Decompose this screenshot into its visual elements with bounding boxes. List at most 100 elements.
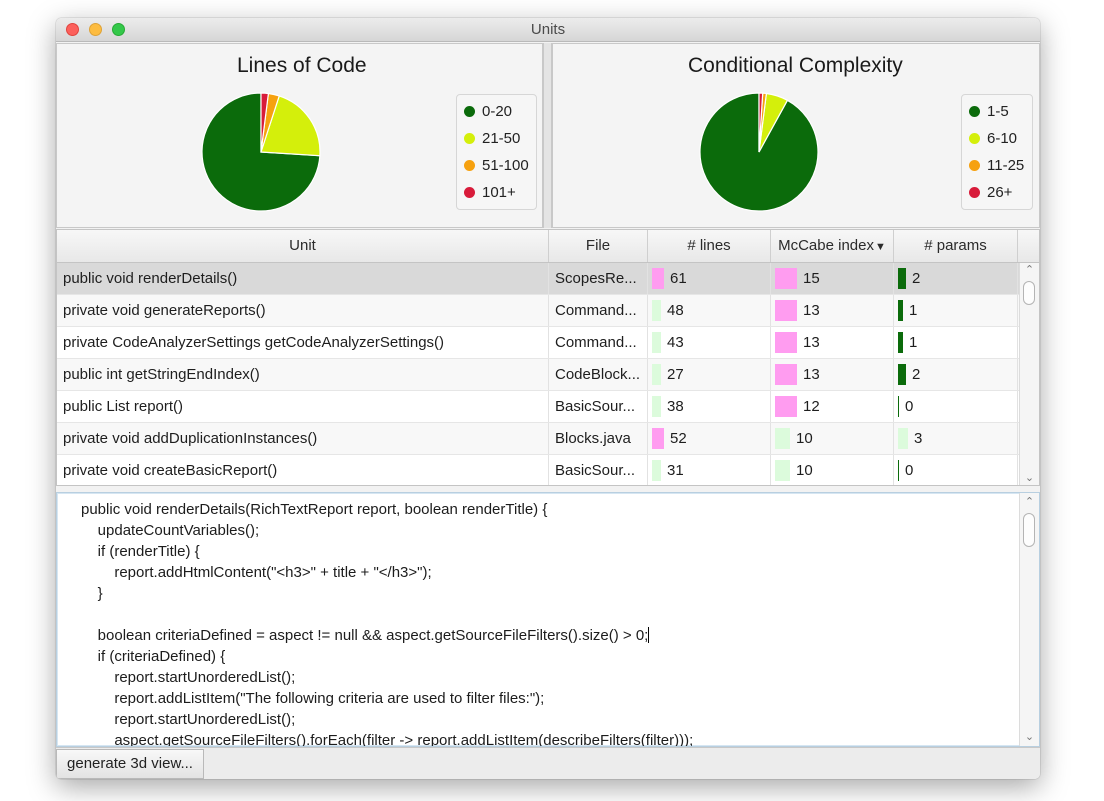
chart-legend: 1-5 6-10 11-25 26+ bbox=[961, 94, 1033, 210]
legend-label: 51-100 bbox=[482, 156, 529, 174]
params-cell-value: 0 bbox=[905, 398, 914, 415]
table-row[interactable]: private void createBasicReport() BasicSou… bbox=[57, 455, 1019, 485]
lines-cell-bar bbox=[652, 460, 661, 481]
lines-cell-value: 48 bbox=[667, 302, 684, 319]
chart-splitter[interactable] bbox=[543, 43, 552, 228]
generate-3d-view-button[interactable]: generate 3d view... bbox=[56, 749, 204, 779]
table-scroll-thumb[interactable] bbox=[1023, 281, 1035, 305]
mccabe-cell-value: 12 bbox=[803, 398, 820, 415]
params-cell: 3 bbox=[894, 423, 1018, 454]
chart-legend: 0-20 21-50 51-100 101+ bbox=[456, 94, 537, 210]
lines-cell-bar bbox=[652, 396, 661, 417]
mccabe-cell-bar bbox=[775, 332, 797, 353]
legend-label: 21-50 bbox=[482, 129, 521, 147]
mccabe-cell: 13 bbox=[771, 295, 894, 326]
params-cell: 2 bbox=[894, 263, 1018, 294]
lines-cell-bar bbox=[652, 300, 661, 321]
scroll-up-icon[interactable]: ⌃ bbox=[1024, 496, 1035, 508]
minimize-window-button[interactable] bbox=[89, 23, 102, 36]
legend-item: 26+ bbox=[969, 182, 1012, 202]
legend-swatch-icon bbox=[969, 105, 980, 117]
code-line: report.addListItem("The following criter… bbox=[81, 690, 545, 707]
unit-cell: private void addDuplicationInstances() bbox=[57, 423, 549, 454]
legend-label: 0-20 bbox=[482, 102, 513, 120]
file-cell: ScopesRe... bbox=[549, 263, 648, 294]
maximize-window-button[interactable] bbox=[112, 23, 125, 36]
lines-cell-bar bbox=[652, 428, 664, 449]
mccabe-cell-bar bbox=[775, 460, 790, 481]
legend-swatch-icon bbox=[464, 105, 475, 117]
scroll-down-icon[interactable]: ⌄ bbox=[1024, 472, 1035, 484]
table-row[interactable]: public int getStringEndIndex() CodeBlock.… bbox=[57, 359, 1019, 391]
table-row[interactable]: public void renderDetails() ScopesRe... 61… bbox=[57, 263, 1019, 295]
conditional-complexity-chart-panel: Conditional Complexity 1-5 6-10 11-25 26… bbox=[552, 43, 1040, 228]
params-cell-bar bbox=[898, 332, 903, 353]
params-cell-bar bbox=[898, 300, 903, 321]
params-cell-bar bbox=[898, 396, 899, 417]
table-row[interactable]: private CodeAnalyzerSettings getCodeAnal… bbox=[57, 327, 1019, 359]
lines-cell: 27 bbox=[648, 359, 771, 390]
legend-item: 6-10 bbox=[969, 128, 1017, 148]
column-header-file[interactable]: File bbox=[549, 230, 648, 262]
lines-cell-value: 61 bbox=[670, 270, 687, 287]
column-header-mccabe[interactable]: McCabe index▼ bbox=[771, 230, 894, 262]
mccabe-cell-bar bbox=[775, 428, 790, 449]
params-cell-value: 3 bbox=[914, 430, 923, 447]
units-table: Unit File # lines McCabe index▼ # params… bbox=[56, 229, 1040, 486]
unit-cell: public int getStringEndIndex() bbox=[57, 359, 549, 390]
file-cell: Command... bbox=[549, 295, 648, 326]
lines-cell-value: 27 bbox=[667, 366, 684, 383]
scroll-down-icon[interactable]: ⌄ bbox=[1024, 731, 1035, 743]
mccabe-cell: 15 bbox=[771, 263, 894, 294]
lines-cell-bar bbox=[652, 268, 664, 289]
source-code-textarea[interactable]: public void renderDetails(RichTextReport… bbox=[56, 492, 1040, 747]
unit-cell: public void renderDetails() bbox=[57, 263, 549, 294]
lines-cell: 61 bbox=[648, 263, 771, 294]
code-scroll-thumb[interactable] bbox=[1023, 513, 1035, 547]
column-header-params[interactable]: # params bbox=[894, 230, 1018, 262]
mccabe-cell-value: 13 bbox=[803, 334, 820, 351]
code-line: if (renderTitle) { bbox=[81, 543, 200, 560]
legend-label: 6-10 bbox=[987, 129, 1018, 147]
legend-item: 1-5 bbox=[969, 101, 1009, 121]
table-vertical-scrollbar[interactable]: ⌃ ⌄ bbox=[1019, 263, 1039, 485]
mccabe-cell-value: 15 bbox=[803, 270, 820, 287]
column-header-lines[interactable]: # lines bbox=[648, 230, 771, 262]
params-cell-bar bbox=[898, 428, 908, 449]
pie-slice-21-50 bbox=[260, 95, 321, 157]
title-bar[interactable]: Units bbox=[56, 18, 1040, 42]
units-window: Units Lines of Code 0-20 21-50 51-100 10… bbox=[56, 18, 1040, 779]
unit-cell: private CodeAnalyzerSettings getCodeAnal… bbox=[57, 327, 549, 358]
table-row[interactable]: public List report() BasicSour... 38 12 0 bbox=[57, 391, 1019, 423]
legend-item: 11-25 bbox=[969, 155, 1024, 175]
mccabe-cell-value: 13 bbox=[803, 302, 820, 319]
mccabe-cell-bar bbox=[775, 268, 797, 289]
legend-label: 101+ bbox=[482, 183, 516, 201]
sort-descending-icon: ▼ bbox=[875, 241, 886, 253]
table-row[interactable]: private void addDuplicationInstances() Bl… bbox=[57, 423, 1019, 455]
lines-of-code-pie-chart bbox=[201, 92, 321, 212]
code-vertical-scrollbar[interactable]: ⌃ ⌄ bbox=[1019, 493, 1039, 746]
pie-slice-101+ bbox=[260, 92, 270, 153]
legend-swatch-icon bbox=[464, 186, 475, 198]
column-header-filler bbox=[1018, 230, 1039, 262]
column-header-unit[interactable]: Unit bbox=[57, 230, 549, 262]
window-title: Units bbox=[530, 21, 566, 38]
code-line: boolean criteriaDefined = aspect != null… bbox=[81, 627, 650, 644]
lines-cell-value: 52 bbox=[670, 430, 687, 447]
legend-item: 101+ bbox=[464, 182, 516, 202]
file-cell: CodeBlock... bbox=[549, 359, 648, 390]
lines-cell-bar bbox=[652, 332, 661, 353]
mccabe-cell-value: 13 bbox=[803, 366, 820, 383]
params-cell: 1 bbox=[894, 327, 1018, 358]
lines-cell: 38 bbox=[648, 391, 771, 422]
params-cell-value: 2 bbox=[912, 270, 921, 287]
mccabe-cell-value: 10 bbox=[796, 462, 813, 479]
scroll-up-icon[interactable]: ⌃ bbox=[1024, 264, 1035, 276]
code-line: public void renderDetails(RichTextReport… bbox=[81, 501, 548, 518]
table-row[interactable]: private void generateReports() Command...… bbox=[57, 295, 1019, 327]
close-window-button[interactable] bbox=[66, 23, 79, 36]
legend-label: 11-25 bbox=[987, 156, 1025, 174]
params-cell-bar bbox=[898, 268, 906, 289]
pie-slice-26+ bbox=[758, 92, 764, 153]
